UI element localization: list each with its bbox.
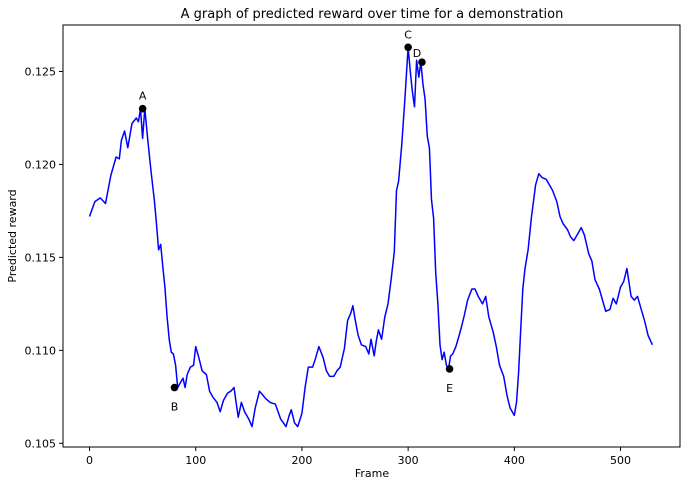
x-axis-label: Frame: [355, 467, 390, 480]
annotation-point-d: [418, 58, 426, 66]
annotation-point-b: [170, 383, 179, 392]
series-line: [88, 46, 654, 428]
y-tick-label: 0.110: [25, 344, 57, 357]
y-tick-label: 0.120: [25, 158, 57, 171]
chart-title: A graph of predicted reward over time fo…: [181, 7, 564, 22]
x-tick-label: 100: [185, 454, 206, 467]
x-tick-label: 300: [398, 454, 419, 467]
y-tick-label: 0.105: [25, 437, 57, 450]
annotation-label-c: C: [404, 28, 412, 41]
y-axis-ticks: 0.105 0.110 0.115 0.120 0.125: [25, 65, 63, 450]
annotation-point-e: [445, 365, 454, 373]
x-tick-label: 500: [610, 454, 631, 467]
x-tick-label: 0: [86, 454, 93, 467]
x-tick-label: 400: [504, 454, 525, 467]
y-tick-label: 0.125: [25, 65, 57, 78]
annotation-label-b: B: [171, 401, 179, 414]
y-tick-label: 0.115: [25, 251, 57, 264]
annotation-markers: A B CD E: [138, 28, 454, 414]
plot-frame: [62, 24, 681, 448]
annotation-label-a: A: [139, 90, 147, 103]
annotation-point-c: [404, 43, 412, 52]
annotation-label-e: E: [446, 382, 453, 395]
x-tick-label: 200: [291, 454, 312, 467]
y-axis-label: Predicted reward: [6, 189, 19, 282]
x-axis-ticks: 0 100 200 300 400 500: [86, 447, 631, 467]
annotation-point-a: [138, 104, 147, 113]
annotation-label-d: D: [413, 47, 421, 60]
